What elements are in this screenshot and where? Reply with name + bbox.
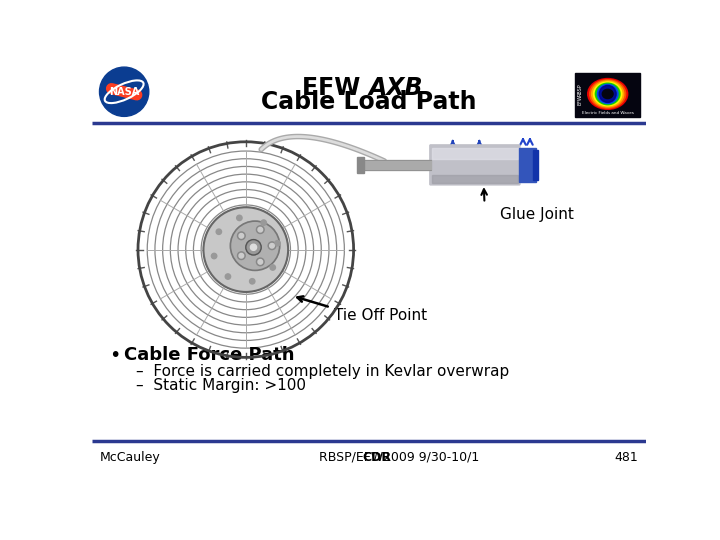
Text: •: • bbox=[109, 346, 120, 365]
Circle shape bbox=[261, 220, 266, 225]
Ellipse shape bbox=[592, 81, 624, 107]
Ellipse shape bbox=[603, 89, 613, 99]
Circle shape bbox=[238, 252, 246, 260]
Bar bbox=[519, 148, 536, 182]
Bar bbox=[432, 175, 518, 183]
Circle shape bbox=[237, 215, 242, 221]
Text: AXB: AXB bbox=[369, 76, 423, 100]
Circle shape bbox=[258, 227, 263, 232]
Circle shape bbox=[216, 229, 222, 234]
Text: –  Force is carried completely in Kevlar overwrap: – Force is carried completely in Kevlar … bbox=[135, 364, 509, 379]
Text: 2009 9/30-10/1: 2009 9/30-10/1 bbox=[379, 451, 480, 464]
Bar bbox=[361, 159, 431, 170]
Text: Electric Fields and Waves: Electric Fields and Waves bbox=[582, 111, 634, 116]
Text: CDR: CDR bbox=[362, 451, 391, 464]
Bar bbox=[357, 157, 364, 173]
Circle shape bbox=[225, 274, 230, 279]
Circle shape bbox=[275, 240, 280, 246]
Circle shape bbox=[256, 258, 264, 266]
Circle shape bbox=[239, 253, 243, 258]
Circle shape bbox=[239, 233, 243, 238]
Circle shape bbox=[246, 240, 261, 255]
FancyBboxPatch shape bbox=[430, 145, 520, 185]
Text: NASA: NASA bbox=[109, 87, 139, 97]
Ellipse shape bbox=[590, 80, 626, 108]
Ellipse shape bbox=[593, 82, 622, 106]
Circle shape bbox=[212, 253, 217, 259]
Text: EFW: EFW bbox=[577, 94, 582, 105]
Text: EFW: EFW bbox=[302, 76, 369, 100]
FancyArrowPatch shape bbox=[112, 89, 137, 95]
Text: 481: 481 bbox=[615, 451, 639, 464]
Circle shape bbox=[270, 265, 276, 270]
Circle shape bbox=[251, 244, 256, 251]
Text: Tie Off Point: Tie Off Point bbox=[334, 308, 428, 322]
Ellipse shape bbox=[595, 83, 620, 105]
Bar bbox=[533, 150, 538, 180]
Circle shape bbox=[204, 207, 288, 292]
Bar bbox=[432, 148, 518, 159]
Circle shape bbox=[270, 244, 274, 248]
Text: Cable Force Path: Cable Force Path bbox=[124, 346, 294, 364]
Ellipse shape bbox=[598, 84, 618, 104]
Circle shape bbox=[256, 226, 264, 233]
Text: –  Static Margin: >100: – Static Margin: >100 bbox=[135, 379, 306, 393]
Circle shape bbox=[258, 260, 263, 264]
Circle shape bbox=[250, 279, 255, 284]
Ellipse shape bbox=[588, 78, 628, 109]
Text: Cable Load Path: Cable Load Path bbox=[261, 90, 477, 114]
Circle shape bbox=[138, 142, 354, 357]
Text: Glue Joint: Glue Joint bbox=[500, 207, 574, 222]
Text: RBSP/EFW: RBSP/EFW bbox=[319, 451, 387, 464]
Circle shape bbox=[268, 242, 276, 249]
Circle shape bbox=[230, 221, 279, 271]
Circle shape bbox=[99, 67, 149, 117]
Circle shape bbox=[238, 232, 246, 240]
Ellipse shape bbox=[599, 85, 616, 103]
Text: RBSP: RBSP bbox=[577, 84, 582, 97]
Text: McCauley: McCauley bbox=[99, 451, 161, 464]
Bar bbox=[575, 72, 640, 117]
